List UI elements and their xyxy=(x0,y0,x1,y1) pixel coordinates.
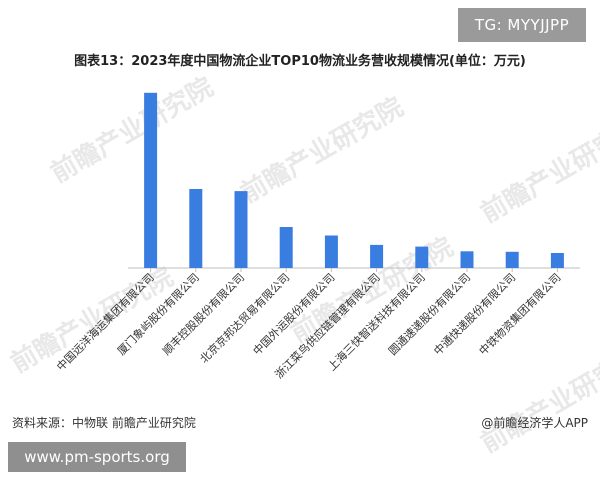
bar-4 xyxy=(279,227,293,268)
bar-2 xyxy=(189,189,203,268)
bar-10 xyxy=(550,253,564,268)
x-tick-label: 北京京邦达贸易有限公司 xyxy=(197,270,292,365)
source-note: 资料来源：中物联 前瞻产业研究院 xyxy=(12,416,196,430)
bar-6 xyxy=(370,244,384,268)
bar-5 xyxy=(324,235,338,268)
bar-8 xyxy=(460,251,474,268)
bar-3 xyxy=(234,191,248,268)
x-tick-label: 中国外运股份有限公司 xyxy=(250,270,338,358)
site-badge: www.pm-sports.org xyxy=(8,442,186,472)
x-tick-label: 顺丰控股股份有限公司 xyxy=(159,270,247,358)
bar-7 xyxy=(415,246,429,268)
tg-badge: TG: MYYJJPP xyxy=(458,8,586,42)
x-tick-label: 中通快递股份有限公司 xyxy=(431,270,519,358)
bar-9 xyxy=(505,251,519,268)
x-tick-label: 圆通速递股份有限公司 xyxy=(385,270,473,358)
x-tick-label: 厦门象屿股份有限公司 xyxy=(114,270,202,358)
x-tick-label: 中铁物资集团有限公司 xyxy=(476,270,564,358)
chart-title: 图表13：2023年度中国物流企业TOP10物流业务营收规模情况(单位：万元) xyxy=(74,54,526,69)
bar-1 xyxy=(144,92,158,268)
credit-note: @前瞻经济学人APP xyxy=(481,416,588,430)
